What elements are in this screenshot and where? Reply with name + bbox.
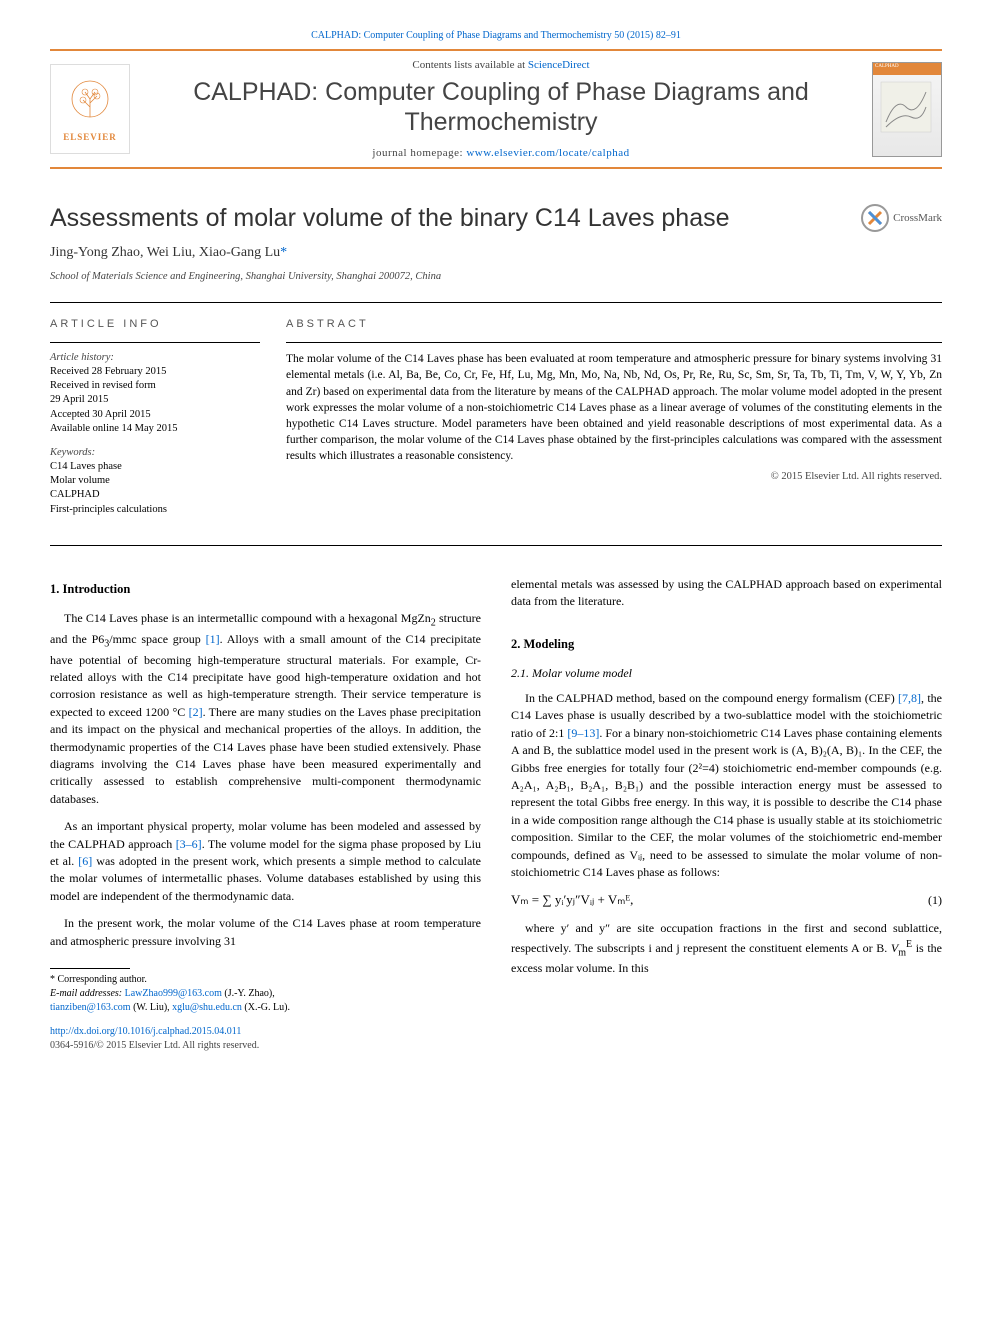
tree-icon (65, 77, 115, 132)
section-1-heading: 1. Introduction (50, 580, 481, 598)
corresponding-author-note: * Corresponding author. (50, 973, 481, 987)
authors-line: Jing-Yong Zhao, Wei Liu, Xiao-Gang Lu* (50, 245, 942, 261)
keyword-4: First-principles calculations (50, 503, 260, 517)
running-header: CALPHAD: Computer Coupling of Phase Diag… (50, 30, 942, 41)
journal-cover-thumbnail: CALPHAD (872, 62, 942, 157)
revised-line2: 29 April 2015 (50, 393, 260, 407)
journal-title-block: Contents lists available at ScienceDirec… (130, 59, 872, 159)
journal-homepage: journal homepage: www.elsevier.com/locat… (140, 147, 862, 159)
ref-3-6[interactable]: [3–6] (176, 837, 202, 851)
para-1: The C14 Laves phase is an intermetallic … (50, 610, 481, 808)
info-abstract-row: ARTICLE INFO Article history: Received 2… (50, 302, 942, 546)
email-3[interactable]: xglu@shu.edu.cn (172, 1002, 242, 1013)
body-columns: 1. Introduction The C14 Laves phase is a… (50, 576, 942, 1054)
email-2[interactable]: tianziben@163.com (50, 1002, 131, 1013)
para-5: where y′ and y″ are site occupation frac… (511, 920, 942, 978)
history-label: Article history: (50, 351, 260, 365)
crossmark-label: CrossMark (893, 212, 942, 224)
section-2-1-heading: 2.1. Molar volume model (511, 665, 942, 682)
email-1[interactable]: LawZhao999@163.com (125, 988, 222, 999)
revised-line1: Received in revised form (50, 379, 260, 393)
cover-graphic-icon (876, 77, 936, 137)
accepted-date: Accepted 30 April 2015 (50, 408, 260, 422)
column-right: elemental metals was assessed by using t… (511, 576, 942, 1054)
doi-link[interactable]: http://dx.doi.org/10.1016/j.calphad.2015… (50, 1026, 241, 1037)
author-2: Wei Liu (147, 245, 192, 260)
contents-line: Contents lists available at ScienceDirec… (140, 59, 862, 71)
journal-masthead: ELSEVIER Contents lists available at Sci… (50, 49, 942, 169)
issn-line: 0364-5916/© 2015 Elsevier Ltd. All right… (50, 1039, 481, 1054)
ref-6[interactable]: [6] (78, 854, 92, 868)
history-block: Article history: Received 28 February 20… (50, 351, 260, 436)
column-left: 1. Introduction The C14 Laves phase is a… (50, 576, 481, 1054)
received-date: Received 28 February 2015 (50, 365, 260, 379)
article-title-row: Assessments of molar volume of the binar… (50, 204, 942, 233)
para-2: As an important physical property, molar… (50, 818, 481, 905)
homepage-link[interactable]: www.elsevier.com/locate/calphad (466, 147, 629, 159)
running-header-link[interactable]: CALPHAD: Computer Coupling of Phase Diag… (311, 30, 681, 41)
crossmark-icon (861, 204, 889, 232)
crossmark-badge[interactable]: CrossMark (861, 204, 942, 232)
affiliation: School of Materials Science and Engineer… (50, 271, 942, 282)
author-3: Xiao-Gang Lu (199, 245, 280, 260)
contents-prefix: Contents lists available at (412, 59, 527, 71)
journal-name: CALPHAD: Computer Coupling of Phase Diag… (140, 77, 862, 137)
sciencedirect-link[interactable]: ScienceDirect (528, 59, 590, 71)
para-3-cont: elemental metals was assessed by using t… (511, 576, 942, 611)
elsevier-text: ELSEVIER (63, 132, 117, 142)
article-title: Assessments of molar volume of the binar… (50, 204, 861, 233)
para-4: In the CALPHAD method, based on the comp… (511, 690, 942, 881)
email-label: E-mail addresses: (50, 988, 125, 999)
email-line: E-mail addresses: LawZhao999@163.com (J.… (50, 987, 481, 1001)
article-info-label: ARTICLE INFO (50, 317, 260, 332)
abstract-text: The molar volume of the C14 Laves phase … (286, 351, 942, 464)
equation-1-row: Vₘ = ∑ yᵢ′yⱼ″Vᵢⱼ + Vₘᴱ, (1) (511, 891, 942, 910)
keyword-2: Molar volume (50, 474, 260, 488)
keywords-label: Keywords: (50, 446, 260, 460)
email-line-2: tianziben@163.com (W. Liu), xglu@shu.edu… (50, 1001, 481, 1015)
ref-1[interactable]: [1] (206, 632, 220, 646)
ref-2[interactable]: [2] (189, 705, 203, 719)
homepage-prefix: journal homepage: (372, 147, 466, 159)
ref-9-13[interactable]: [9–13] (567, 726, 599, 740)
keyword-3: CALPHAD (50, 488, 260, 502)
equation-1-number: (1) (912, 892, 942, 909)
keyword-1: C14 Laves phase (50, 460, 260, 474)
author-1: Jing-Yong Zhao (50, 245, 140, 260)
footnotes: * Corresponding author. E-mail addresses… (50, 973, 481, 1015)
equation-1: Vₘ = ∑ yᵢ′yⱼ″Vᵢⱼ + Vₘᴱ, (511, 891, 912, 910)
article-info: ARTICLE INFO Article history: Received 2… (50, 317, 260, 527)
cover-top-label: CALPHAD (873, 63, 941, 75)
doi-line: http://dx.doi.org/10.1016/j.calphad.2015… (50, 1025, 481, 1040)
para-3: In the present work, the molar volume of… (50, 915, 481, 950)
online-date: Available online 14 May 2015 (50, 422, 260, 436)
ref-7-8[interactable]: [7,8] (898, 691, 921, 705)
abstract-copyright: © 2015 Elsevier Ltd. All rights reserved… (286, 470, 942, 485)
footnote-separator (50, 968, 130, 969)
corresponding-asterisk: * (280, 245, 287, 260)
keywords-block: Keywords: C14 Laves phase Molar volume C… (50, 446, 260, 517)
abstract-label: ABSTRACT (286, 317, 942, 332)
section-2-heading: 2. Modeling (511, 635, 942, 653)
abstract-block: ABSTRACT The molar volume of the C14 Lav… (286, 317, 942, 527)
elsevier-logo: ELSEVIER (50, 64, 130, 154)
